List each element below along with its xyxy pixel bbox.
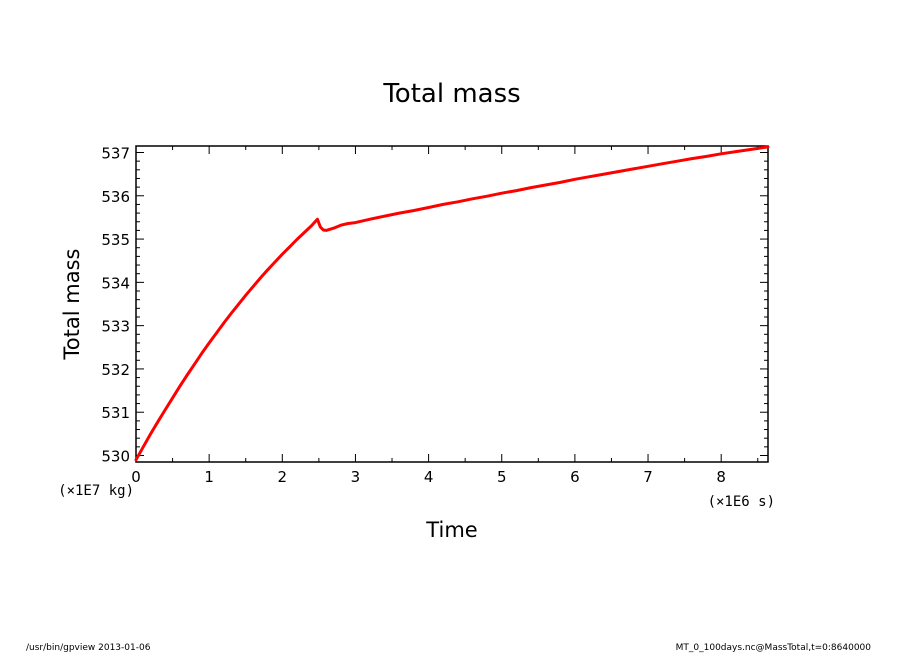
y-axis-tick-labels: 530 531 532 533 534 535 536 537 [101,144,130,465]
chart-title: Total mass [382,79,520,109]
x-tick-label: 7 [643,468,653,486]
x-axis-label: Time [425,518,477,542]
y-tick-label: 534 [101,274,130,292]
x-tick-label: 8 [716,468,726,486]
x-tick-label: 6 [570,468,580,486]
y-tick-label: 537 [101,144,130,162]
x-tick-label: 5 [497,468,507,486]
y-axis-label: Total mass [60,249,84,361]
x-tick-label: 2 [278,468,288,486]
series-layer [134,145,770,462]
y-tick-label: 535 [101,231,130,249]
y-tick-label: 536 [101,188,130,206]
y-axis-ticks [136,151,768,457]
y-tick-label: 530 [101,448,130,466]
footer-left-text: /usr/bin/gpview 2013-01-06 [26,643,151,653]
y-tick-label: 533 [101,318,130,336]
y-tick-label: 531 [101,404,130,422]
x-tick-label: 3 [351,468,361,486]
x-axis-ticks [135,146,759,462]
x-tick-label: 1 [204,468,214,486]
x-axis-tick-labels: 0 1 2 3 4 5 6 7 8 [131,468,726,486]
x-tick-label: 4 [424,468,434,486]
y-axis-unit: (×1E7 kg) [58,483,134,499]
y-tick-label: 532 [101,361,130,379]
footer-right-text: MT_0_100days.nc@MassTotal,t=0:8640000 [675,643,871,653]
x-axis-unit: (×1E6 s) [708,494,775,510]
total-mass-line [134,145,770,462]
plot-frame [135,145,769,463]
x-tick-label: 0 [131,468,141,486]
